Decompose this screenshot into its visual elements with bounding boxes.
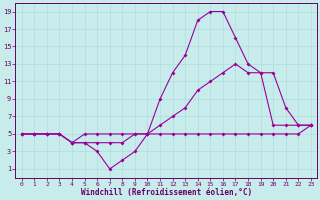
X-axis label: Windchill (Refroidissement éolien,°C): Windchill (Refroidissement éolien,°C) xyxy=(81,188,252,197)
